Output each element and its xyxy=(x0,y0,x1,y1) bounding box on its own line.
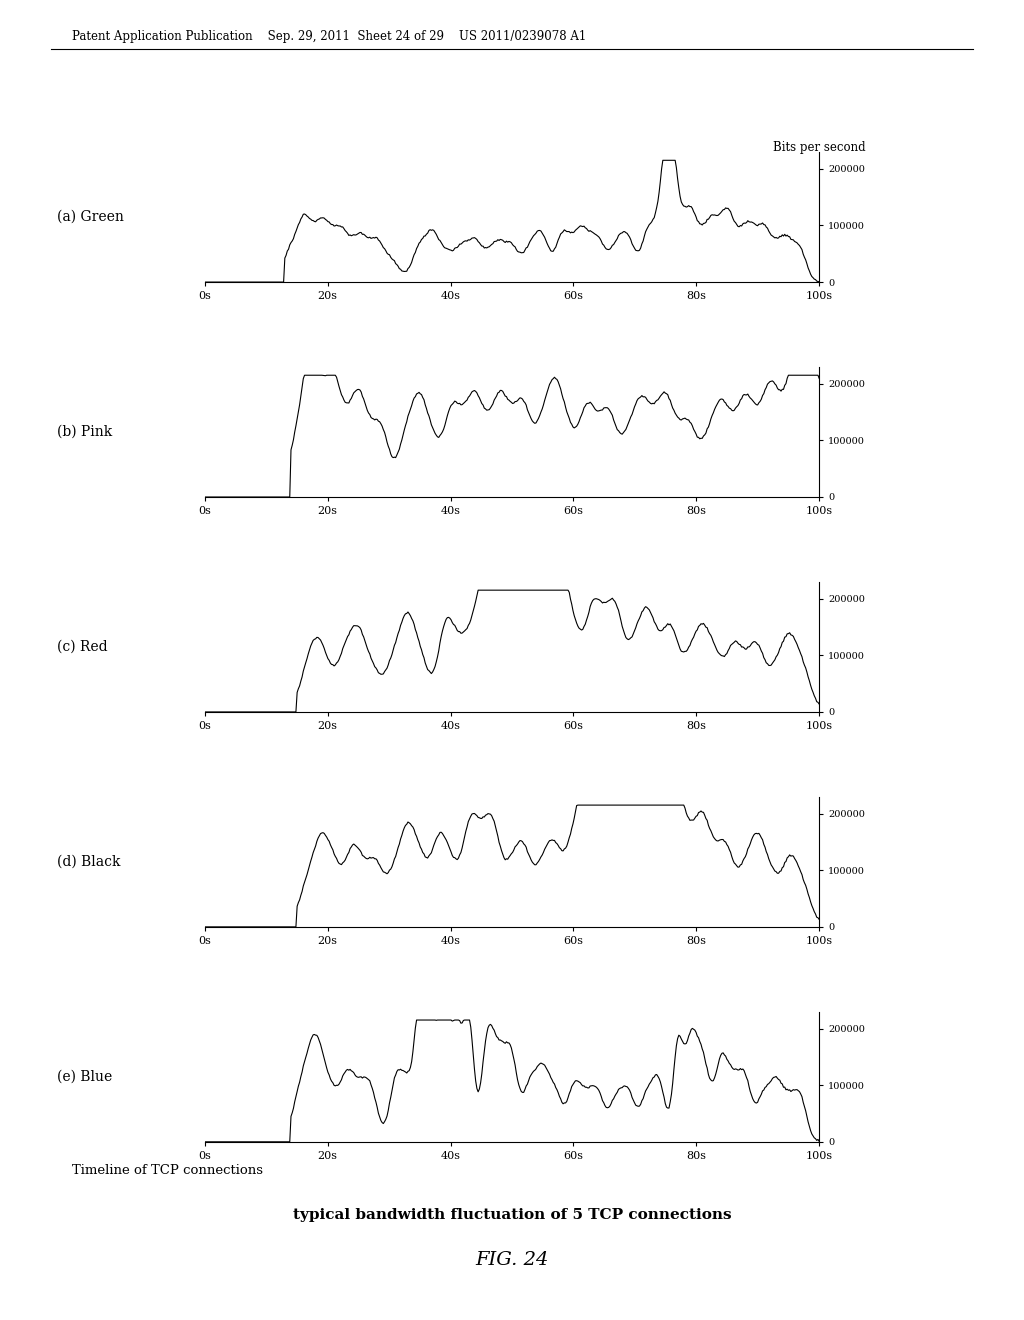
Text: FIG. 24: FIG. 24 xyxy=(475,1251,549,1270)
Text: Timeline of TCP connections: Timeline of TCP connections xyxy=(72,1164,263,1177)
Text: typical bandwidth fluctuation of 5 TCP connections: typical bandwidth fluctuation of 5 TCP c… xyxy=(293,1208,731,1222)
Text: (c) Red: (c) Red xyxy=(57,640,108,653)
Text: (e) Blue: (e) Blue xyxy=(57,1069,113,1084)
Text: (a) Green: (a) Green xyxy=(57,210,124,224)
Text: (d) Black: (d) Black xyxy=(57,855,121,869)
Text: Bits per second: Bits per second xyxy=(773,141,865,154)
Text: Patent Application Publication    Sep. 29, 2011  Sheet 24 of 29    US 2011/02390: Patent Application Publication Sep. 29, … xyxy=(72,30,586,44)
Text: (b) Pink: (b) Pink xyxy=(57,425,113,438)
